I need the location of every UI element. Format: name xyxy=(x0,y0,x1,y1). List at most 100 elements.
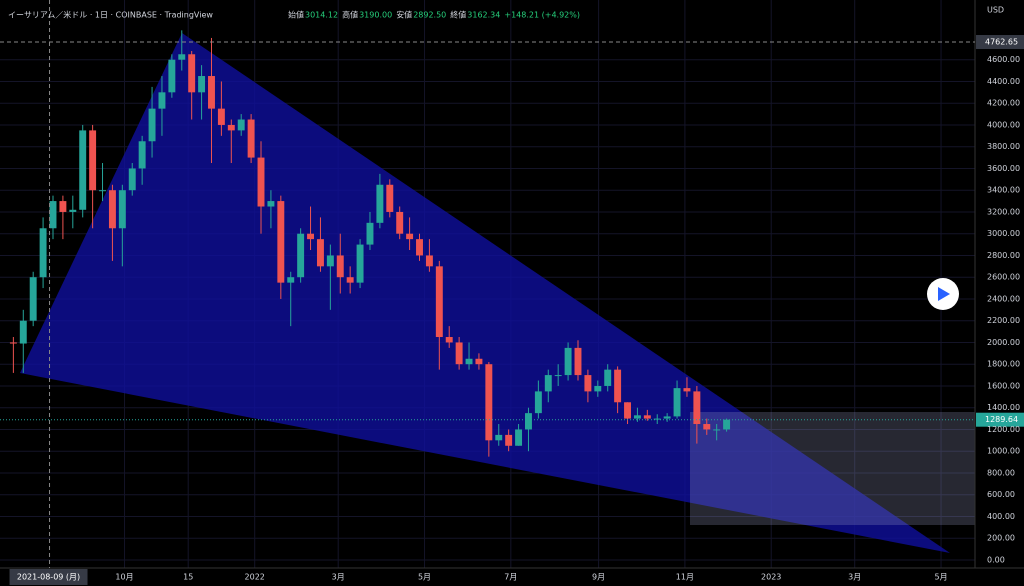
candle-body xyxy=(495,434,503,441)
candle-body xyxy=(693,391,701,425)
y-tick-label: 2800.00 xyxy=(987,251,1020,260)
candle-body xyxy=(544,375,552,392)
candle-body xyxy=(485,364,493,441)
candle-body xyxy=(158,92,166,109)
x-tick-label: 11月 xyxy=(676,573,694,582)
candle-body xyxy=(624,402,631,419)
y-tick-label: 3400.00 xyxy=(987,186,1020,195)
y-tick-label: 400.00 xyxy=(987,512,1015,521)
candles xyxy=(9,30,731,457)
candle-body xyxy=(89,130,97,191)
candle-body xyxy=(584,375,592,392)
candle-body xyxy=(376,184,384,223)
candle-body xyxy=(297,233,305,278)
ohlc-value: 3014.12 xyxy=(305,11,338,20)
ohlc-value: +148.21 (+4.92%) xyxy=(504,11,580,20)
y-tick-label: 3000.00 xyxy=(987,229,1020,238)
candle-body xyxy=(396,211,404,234)
candle-body xyxy=(49,201,57,229)
candle-body xyxy=(336,255,344,278)
last-price-box xyxy=(976,412,1024,427)
candle-body xyxy=(118,190,126,229)
candle-body xyxy=(217,108,225,125)
candle-body xyxy=(148,108,156,142)
candle-body xyxy=(673,388,681,417)
candle-body xyxy=(19,320,27,344)
candle-body xyxy=(534,391,542,414)
candle-body xyxy=(614,369,622,403)
ohlc-value: 3162.34 xyxy=(467,11,500,20)
candle-body xyxy=(663,416,671,419)
candle-body xyxy=(594,385,602,392)
candle-body xyxy=(178,54,186,60)
candle-body xyxy=(723,419,731,430)
ohlc-value: 3190.00 xyxy=(359,11,392,20)
candle-body xyxy=(59,201,67,212)
crosshair-x-label: 2021-08-09 (月) xyxy=(17,573,80,582)
last-price-label: 1289.64 xyxy=(985,415,1018,424)
y-tick-label: 1800.00 xyxy=(987,360,1020,369)
candle-body xyxy=(277,201,285,283)
candle-body xyxy=(168,59,176,93)
candle-body xyxy=(366,222,374,245)
candle-body xyxy=(703,424,711,430)
candle-body xyxy=(633,415,641,419)
ohlc-value: 2892.50 xyxy=(413,11,446,20)
ohlc-label: 安値 xyxy=(396,10,412,20)
candle-body xyxy=(653,418,661,420)
y-tick-label: 2200.00 xyxy=(987,316,1020,325)
candle-body xyxy=(416,239,423,256)
candle-body xyxy=(574,347,582,376)
candle-body xyxy=(99,190,106,192)
candle-body xyxy=(227,124,235,131)
candle-body xyxy=(198,76,206,93)
candle-body xyxy=(267,201,275,207)
candle-body xyxy=(29,277,37,321)
candle-body xyxy=(386,184,394,212)
candle-body xyxy=(406,233,414,240)
x-tick-label: 7月 xyxy=(504,573,517,582)
candle-body xyxy=(257,157,265,207)
y-tick-label: 4000.00 xyxy=(987,120,1020,129)
candle-body xyxy=(316,239,324,267)
y-tick-label: 1400.00 xyxy=(987,403,1020,412)
y-tick-label: 4400.00 xyxy=(987,77,1020,86)
time-axis xyxy=(0,568,975,586)
x-tick-label: 2023 xyxy=(761,573,781,582)
candle-body xyxy=(713,429,721,431)
x-tick-label: 5月 xyxy=(934,573,947,582)
candle-body xyxy=(554,375,562,377)
candle-body xyxy=(515,429,523,446)
candle-body xyxy=(475,358,483,365)
candle-body xyxy=(525,413,532,430)
x-tick-label: 3月 xyxy=(332,573,345,582)
candle-body xyxy=(128,168,136,191)
candle-body xyxy=(108,190,116,229)
candle-body xyxy=(643,415,651,419)
crosshair-y-label: 4762.65 xyxy=(985,38,1018,47)
candle-body xyxy=(346,277,354,283)
y-tick-label: 2400.00 xyxy=(987,294,1020,303)
y-tick-label: 3600.00 xyxy=(987,164,1020,173)
y-tick-label: 2000.00 xyxy=(987,338,1020,347)
y-tick-label: 4600.00 xyxy=(987,55,1020,64)
ohlc-label: 高値 xyxy=(342,10,358,20)
crosshair-y-box xyxy=(976,35,1024,50)
play-icon xyxy=(938,287,950,301)
ohlc-label: 始値 xyxy=(288,10,304,20)
y-tick-label: 1600.00 xyxy=(987,381,1020,390)
y-tick-label: 200.00 xyxy=(987,534,1015,543)
candle-body xyxy=(435,266,443,338)
y-tick-label: 800.00 xyxy=(987,468,1015,477)
candle-body xyxy=(455,342,463,365)
x-tick-label: 5月 xyxy=(418,573,431,582)
candle-body xyxy=(604,369,612,386)
x-tick-label: 15 xyxy=(183,573,193,582)
candle-body xyxy=(465,358,473,365)
triangle-drawing xyxy=(20,33,950,553)
candle-body xyxy=(505,434,513,446)
y-tick-label: 2600.00 xyxy=(987,273,1020,282)
candle-body xyxy=(237,119,245,131)
